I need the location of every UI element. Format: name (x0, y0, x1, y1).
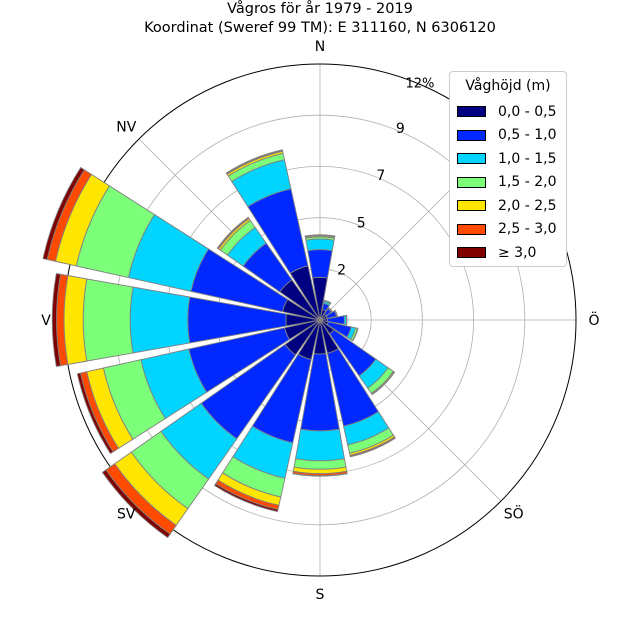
legend-label: 2,5 - 3,0 (498, 221, 557, 238)
rose-bar-segment (304, 234, 336, 237)
chart-subtitle: Koordinat (Sweref 99 TM): E 311160, N 63… (144, 20, 496, 36)
rose-bar-segment (295, 428, 345, 462)
legend-label: 2,0 - 2,5 (498, 197, 557, 214)
legend-label: 1,0 - 1,5 (498, 150, 557, 167)
rose-bar-segment (334, 309, 339, 317)
rose-bars (42, 149, 396, 539)
legend-swatch (457, 247, 486, 259)
legend-swatch (457, 153, 486, 165)
legend-item: 0,0 - 0,5 (450, 100, 566, 124)
direction-label: SV (117, 507, 136, 523)
direction-label: S (316, 587, 325, 603)
direction-label: V (41, 313, 51, 329)
direction-label: SÖ (504, 505, 524, 523)
rose-bar-segment (42, 166, 85, 261)
legend-label: 0,5 - 1,0 (498, 127, 557, 144)
rose-bar-segment (323, 299, 332, 305)
rose-bar-segment (307, 249, 333, 279)
legend-label: ≥ 3,0 (498, 244, 537, 261)
rose-bar-segment (371, 371, 396, 396)
rose-bar-segment (327, 307, 333, 313)
rose-bar-segment (101, 469, 171, 539)
rose-bar-segment (129, 286, 191, 354)
rose-bar-segment (349, 437, 396, 458)
legend-swatch (457, 106, 486, 118)
legend-label: 1,5 - 2,0 (498, 174, 557, 191)
rose-bar-segment (225, 149, 283, 174)
legend-swatch (457, 176, 486, 188)
direction-label: Ö (588, 311, 599, 329)
radial-tick-label: 2 (337, 263, 346, 279)
rose-bar-segment (63, 275, 88, 365)
rose-bar-segment (305, 238, 335, 252)
legend-item: 2,5 - 3,0 (450, 218, 566, 242)
legend-item: 1,0 - 1,5 (450, 147, 566, 171)
legend-label: 0,0 - 0,5 (498, 103, 557, 120)
radial-unit-label: 12% (406, 76, 435, 91)
direction-label: N (315, 39, 325, 55)
legend-title: Våghöjd (m) (465, 78, 551, 94)
legend-item: 2,0 - 2,5 (450, 194, 566, 218)
legend: Våghöjd (m) 0,0 - 0,5 0,5 - 1,0 1,0 - 1,5 1… (449, 71, 567, 267)
rose-bar-segment (82, 278, 134, 362)
chart-title: Vågros för år 1979 - 2019 (227, 1, 413, 17)
radial-tick-label: 7 (376, 168, 385, 184)
rose-bar-segment (76, 372, 114, 455)
radial-tick-label: 5 (357, 215, 366, 231)
legend-items: 0,0 - 0,5 0,5 - 1,0 1,0 - 1,5 1,5 - 2,0 2,0 … (450, 100, 566, 265)
rose-bar-segment (351, 327, 359, 342)
rose-bar-segment (213, 483, 279, 513)
legend-item: ≥ 3,0 (450, 241, 566, 265)
legend-item: 1,5 - 2,0 (450, 171, 566, 195)
legend-swatch (457, 200, 486, 212)
legend-swatch (457, 129, 486, 141)
title-block: Vågros för år 1979 - 2019 Koordinat (Swe… (0, 0, 640, 38)
direction-label: NV (116, 119, 136, 135)
rose-bar-segment (292, 472, 348, 477)
radial-tick-label: 9 (396, 121, 405, 137)
rose-bar-segment (345, 314, 348, 326)
legend-swatch (457, 223, 486, 235)
rose-bar-segment (216, 216, 250, 250)
rose-bar-segment (51, 272, 62, 368)
legend-item: 0,5 - 1,0 (450, 124, 566, 148)
